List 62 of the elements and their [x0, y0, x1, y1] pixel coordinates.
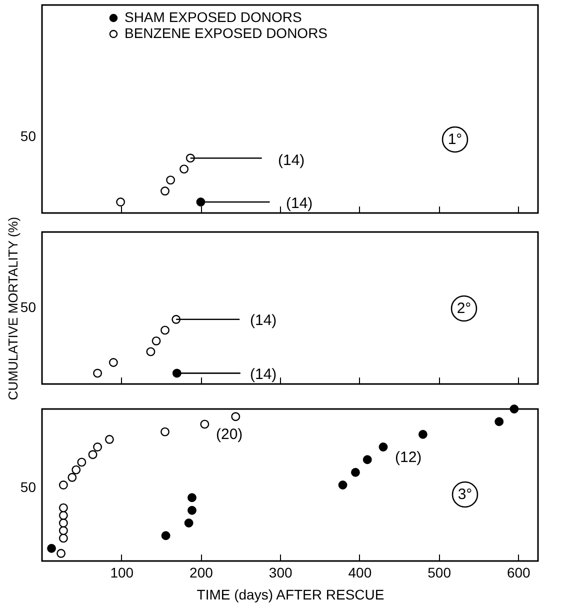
point: [186, 154, 195, 163]
point: [58, 480, 68, 490]
point: [196, 198, 206, 206]
text: 50: [20, 299, 36, 315]
point: [116, 198, 126, 206]
annotation: (14): [286, 195, 313, 212]
x-tick-label: 100: [110, 564, 134, 580]
annotation: (12): [395, 449, 422, 466]
point: [180, 164, 189, 174]
annotation: (14): [250, 366, 277, 383]
point: [338, 480, 348, 490]
point: [104, 434, 114, 444]
point: [72, 465, 81, 474]
point: [93, 368, 102, 378]
point: [58, 526, 68, 536]
point: [188, 493, 196, 502]
annotation: 3°: [458, 486, 472, 503]
point: [160, 186, 170, 196]
point: [152, 336, 161, 346]
text: 50: [20, 128, 36, 144]
x-tick-label: 300: [268, 564, 292, 580]
point: [160, 326, 170, 335]
legend-label: SHAM EXPOSED DONORS: [124, 9, 302, 25]
point: [161, 531, 170, 540]
point: [56, 548, 66, 558]
point: [146, 347, 156, 356]
x-tick-label: 400: [348, 564, 372, 580]
annotation: (14): [250, 312, 277, 329]
text: 50: [20, 479, 36, 495]
point: [58, 510, 68, 520]
point: [510, 404, 519, 414]
point: [231, 412, 240, 422]
y-axis-title: CUMULATIVE MORTALITY (%): [6, 216, 20, 400]
point: [47, 544, 56, 553]
point: [58, 518, 68, 528]
text: 2°: [456, 300, 472, 317]
annotation: (14): [278, 152, 305, 169]
point: [166, 176, 176, 185]
point: [494, 417, 504, 426]
point: [88, 450, 98, 460]
x-tick-label: 600: [506, 564, 531, 580]
point: [200, 420, 210, 429]
point: [351, 468, 360, 477]
point: [58, 503, 68, 512]
x-tick-label: 500: [428, 564, 452, 580]
text: 1°: [448, 131, 462, 148]
x-tick-label: 200: [190, 564, 214, 580]
point: [68, 472, 77, 482]
point: [188, 506, 196, 515]
x-axis-title: TIME (days) AFTER RESCUE: [196, 586, 384, 602]
legend-label: BENZENE EXPOSED DONORS: [124, 25, 328, 41]
point: [93, 442, 102, 452]
point: [58, 534, 68, 543]
point: [184, 518, 194, 528]
point: [378, 442, 388, 452]
point: [108, 358, 118, 367]
point: [160, 427, 170, 436]
point: [77, 458, 86, 467]
point: [172, 314, 181, 324]
point: [362, 455, 372, 464]
point: [418, 430, 428, 439]
annotation: (20): [216, 426, 243, 443]
